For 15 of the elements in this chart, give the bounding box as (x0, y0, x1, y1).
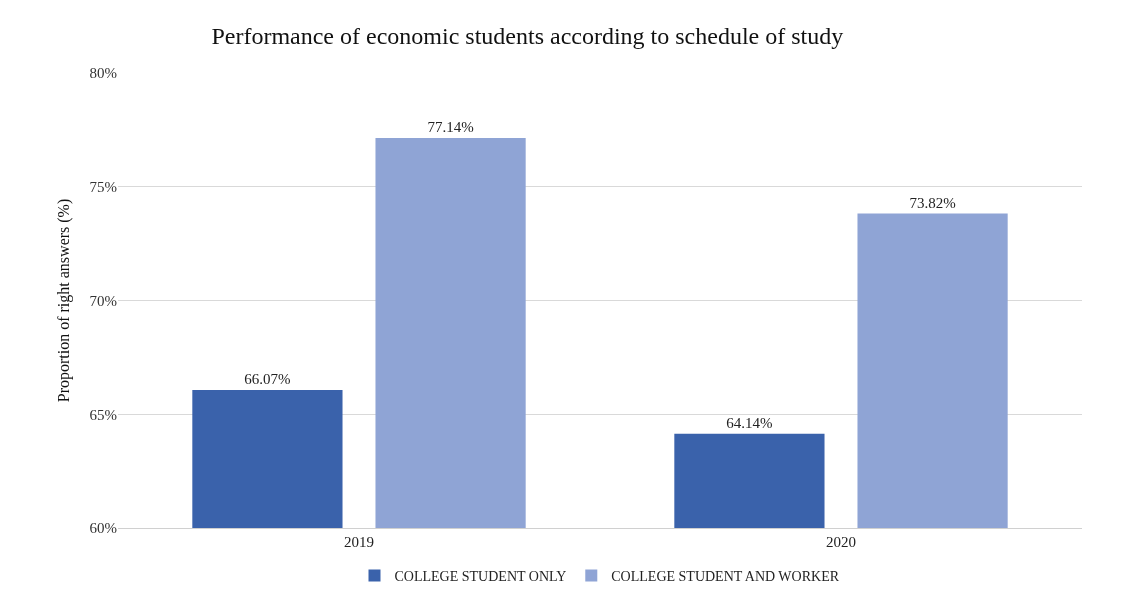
data-label: 73.82% (909, 194, 956, 211)
legend-label: COLLEGE STUDENT ONLY (394, 568, 567, 584)
data-label: 66.07% (244, 370, 291, 387)
y-tick-label: 70% (89, 292, 117, 309)
y-tick-label: 75% (89, 179, 117, 195)
y-axis-title: Proportion of right answers (%) (55, 198, 74, 403)
x-tick-label: 2019 (344, 534, 374, 550)
x-tick-label: 2020 (826, 534, 856, 550)
y-tick-label: 80% (89, 65, 117, 82)
data-label: 77.14% (427, 119, 474, 136)
y-tick-label: 65% (89, 406, 117, 423)
chart-title: Performance of economic students according to schedule of study (211, 22, 844, 49)
legend-label: COLLEGE STUDENT AND WORKER (611, 568, 840, 584)
data-label: 64.14% (726, 414, 773, 431)
y-tick-label: 60% (89, 520, 117, 537)
